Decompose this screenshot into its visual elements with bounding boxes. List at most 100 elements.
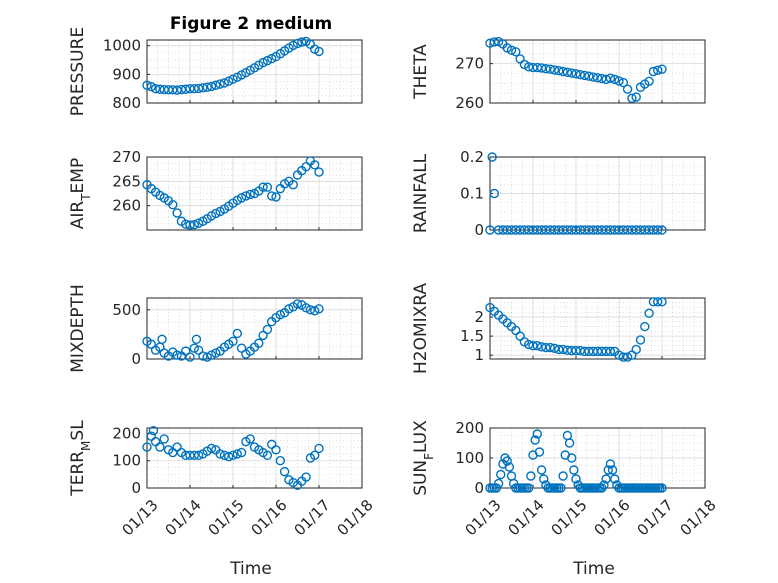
x-tick-label: 01/14 [504,496,547,539]
data-point [180,346,191,356]
data-point [189,219,200,230]
data-point [292,38,303,49]
data-point [532,340,542,351]
data-point [584,71,594,81]
subplot-mixdepth: 0 500 MIXDEPTH [68,284,363,373]
y-tick-label: 200 [112,424,141,442]
y-tick-label: 0 [474,221,484,239]
data-point [236,343,247,353]
data-point [556,483,566,493]
data-point [532,429,542,439]
data-point [569,465,579,475]
data-point [622,84,633,94]
data-point [506,45,517,55]
x-tick-label: 01/13 [118,496,161,539]
data-point [206,350,217,360]
data-point [532,62,542,73]
data-point [545,64,555,74]
data-point [504,462,515,472]
data-point [155,442,165,452]
x-axis-label-left: Time [229,559,272,579]
data-point [599,480,609,490]
data-point [614,76,624,86]
series-markers [485,152,667,235]
x-tick-label: 01/17 [290,496,333,539]
data-point [314,46,324,57]
data-point [564,438,575,448]
data-point [618,77,628,88]
data-point [228,450,238,460]
data-point [562,67,573,77]
plot-area [489,297,706,360]
data-point [627,93,637,103]
data-point [539,474,549,484]
y-tick-label: 2 [474,308,484,326]
y-tick-label: 0.2 [460,148,484,166]
data-point [211,208,221,219]
data-point [301,472,311,482]
data-point [528,340,538,351]
data-point [631,92,641,102]
data-point [314,167,324,177]
data-point [310,160,320,170]
data-point [223,451,234,462]
data-point [193,450,204,460]
data-point [491,483,502,493]
data-point [603,465,613,475]
data-point [305,305,316,315]
data-point [530,435,540,445]
data-point [610,474,620,484]
data-point [588,72,598,82]
data-point [549,343,560,354]
data-point [297,37,307,47]
subplot-h2omixra: 11.52 H2OMIXRA [411,283,706,374]
data-point [657,483,667,493]
data-point [653,297,663,307]
data-point [541,64,551,74]
x-tick-label: 01/18 [676,496,719,539]
data-point [605,73,616,83]
data-point [275,456,285,466]
plot-frame [146,156,363,231]
plot-frame [489,297,706,360]
data-point [524,339,534,350]
data-point [271,445,281,455]
data-point [254,338,264,348]
data-point [284,304,294,314]
data-point [493,478,504,489]
data-point [554,66,564,76]
y-axis-label: THETA [411,44,431,100]
data-point [575,69,585,80]
data-point [271,192,281,202]
data-point [579,70,590,81]
data-point [142,80,152,90]
data-point [314,443,324,454]
series-markers [142,36,324,95]
data-point [193,83,204,94]
data-point [232,328,243,339]
data-point [310,306,320,316]
subplot-pressure: 800 900 1000 PRESSURE [68,27,363,116]
y-axis-label: SUNFLUX [411,420,436,496]
data-point [489,37,499,47]
data-point [157,334,167,345]
y-tick-label: 270 [112,148,141,166]
series-markers [485,297,667,362]
data-point [288,180,298,190]
y-tick-label: 0 [131,479,141,497]
data-point [571,69,581,79]
subplot-air: 260 265 270 AIRTEMP [68,148,363,231]
plot-frame [489,39,706,104]
x-tick-label: 01/16 [590,496,633,539]
data-point [618,352,628,362]
data-point [545,342,555,353]
y-tick-label: 500 [112,301,141,319]
data-point [206,81,217,92]
data-point [487,152,497,162]
data-point [172,350,182,360]
y-tick-label: 0.1 [460,185,484,203]
data-point [288,40,298,51]
plot-frame [146,297,363,360]
data-point [657,297,667,307]
